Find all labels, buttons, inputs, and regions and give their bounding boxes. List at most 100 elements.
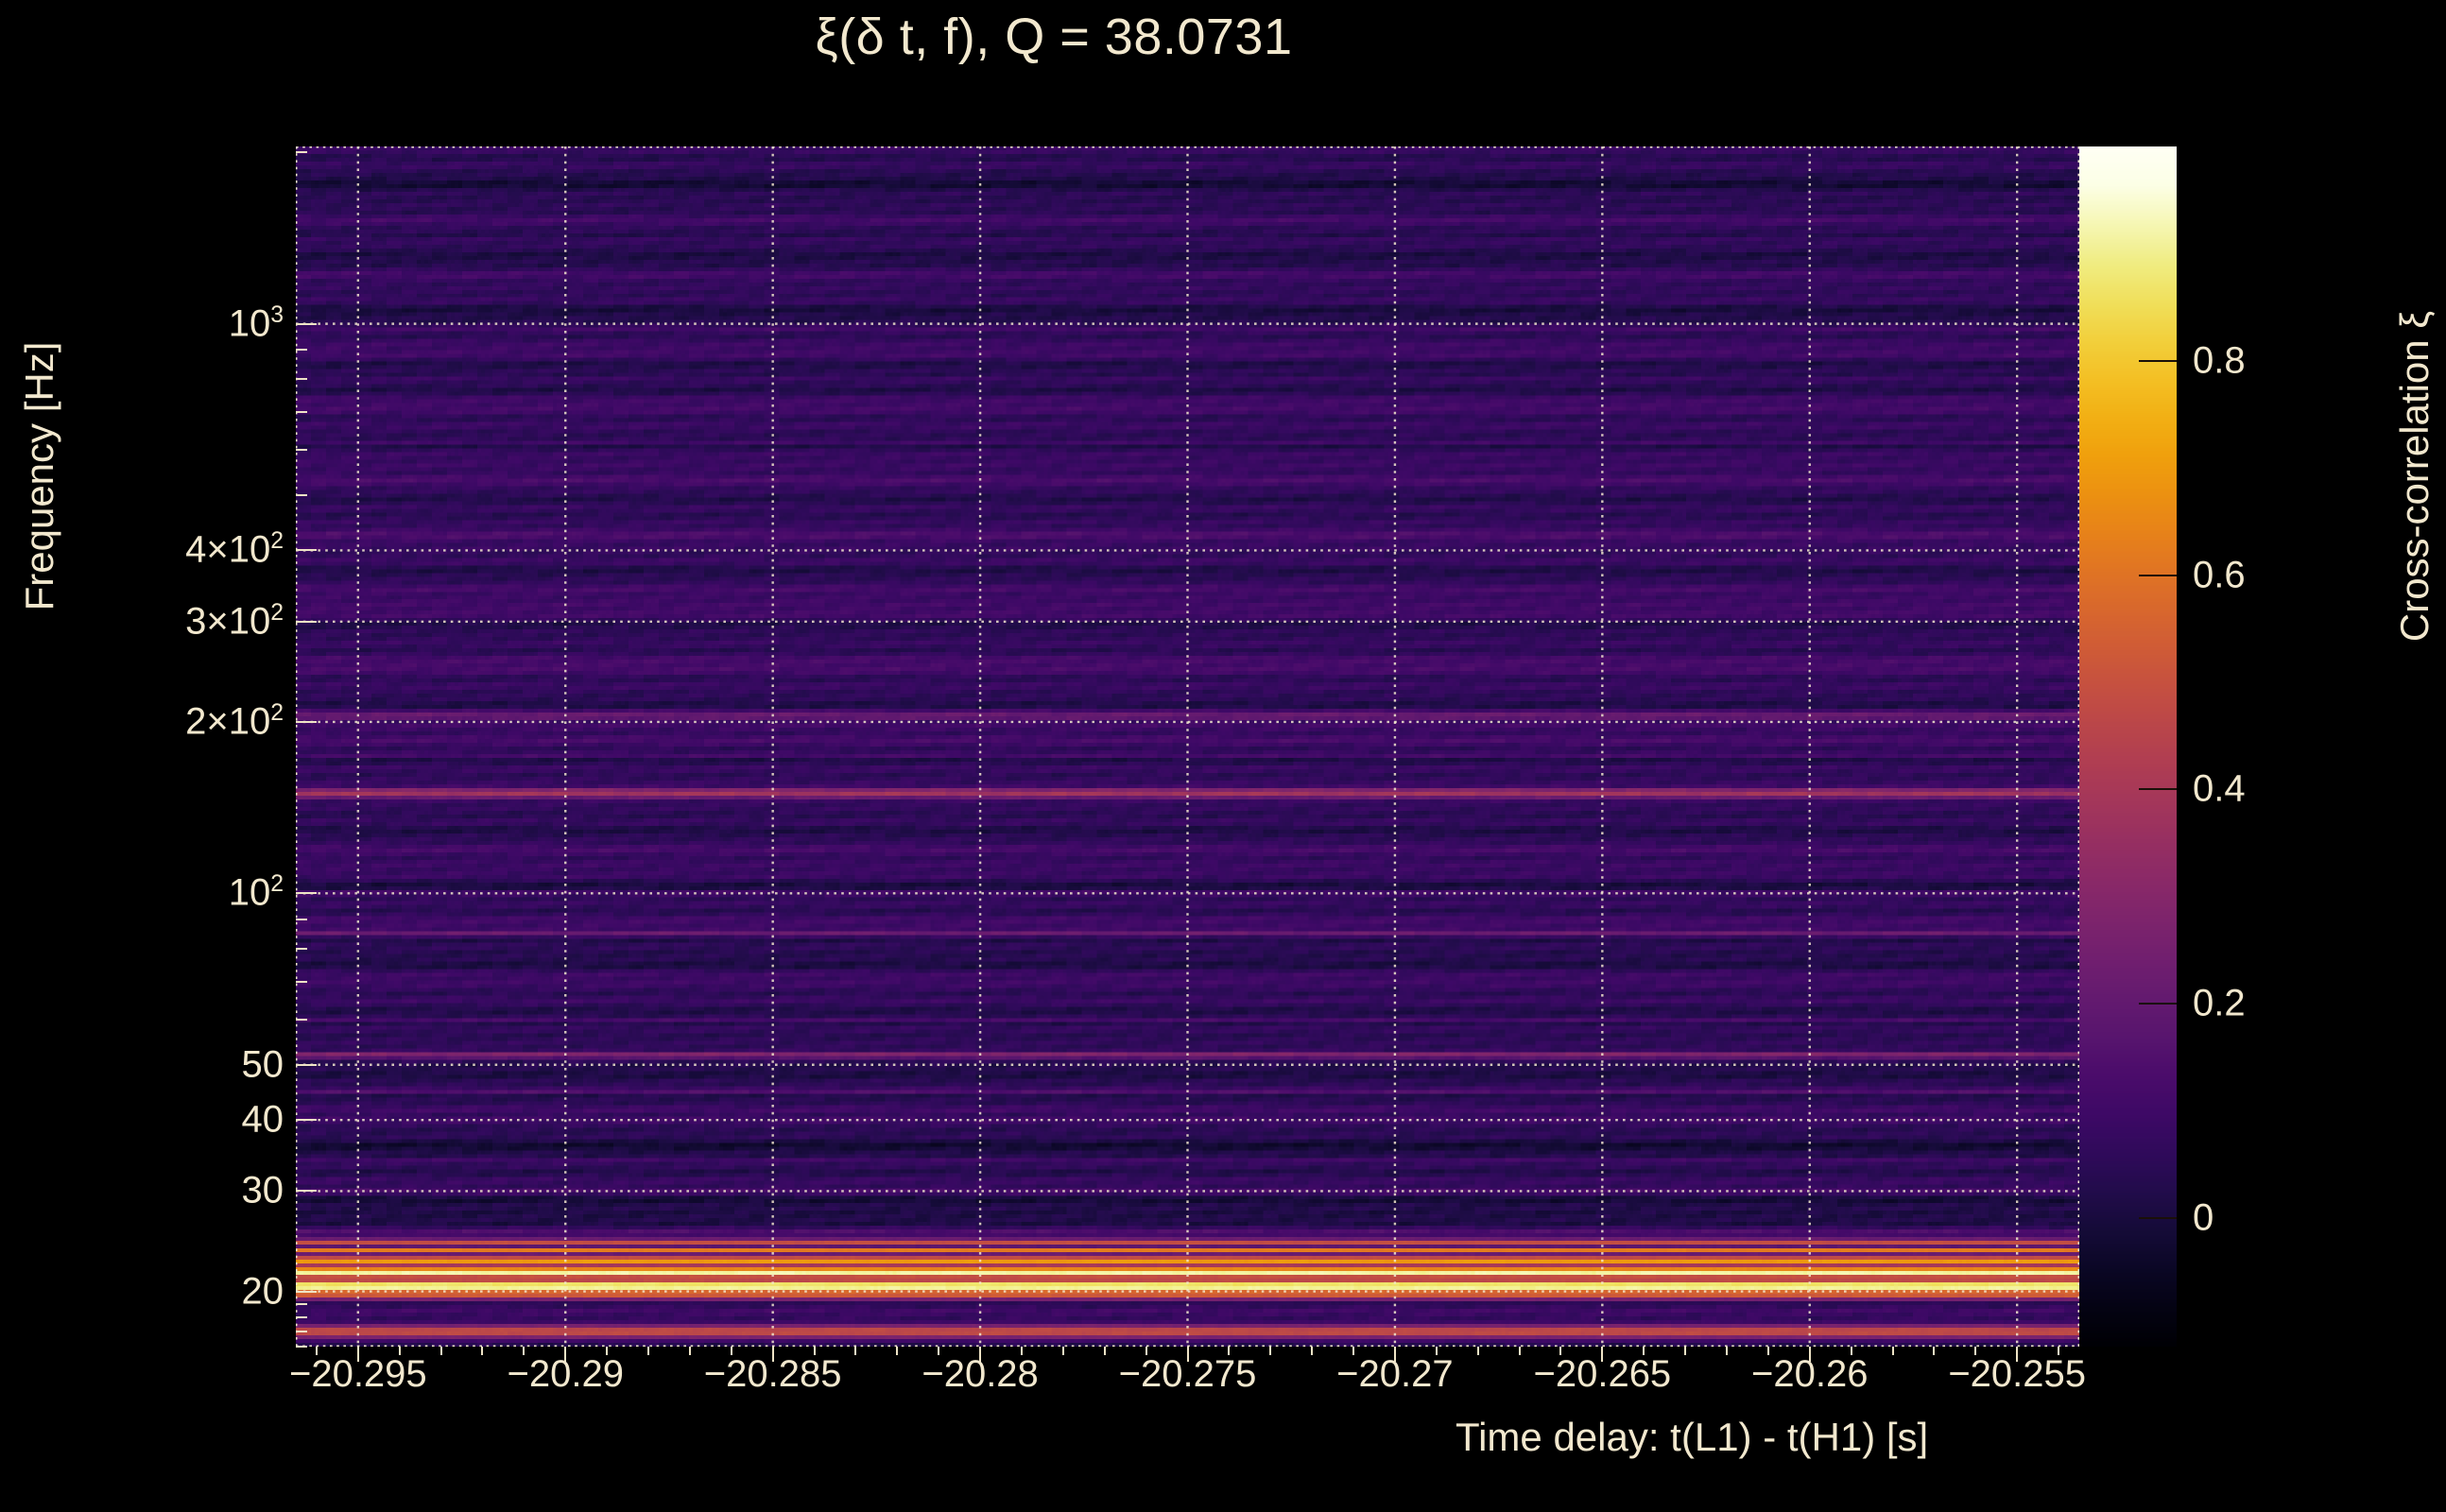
x-axis-minor-tick (771, 1347, 774, 1355)
colorbar-tick-mark (2139, 788, 2177, 791)
y-axis-minor-tick (296, 349, 307, 352)
x-axis-minor-tick (813, 1347, 816, 1355)
y-tick-mantissa: 2×10 (185, 700, 271, 743)
y-axis-minor-tick (296, 1190, 307, 1193)
colorbar-title: Cross-correlation ξ (2392, 310, 2437, 643)
x-axis-minor-tick (1269, 1347, 1272, 1355)
x-axis-tick-label: −20.265 (1533, 1353, 1672, 1395)
x-axis-minor-tick (1020, 1347, 1023, 1355)
x-axis-minor-tick (2016, 1347, 2019, 1355)
x-axis-tick-label: −20.285 (703, 1353, 842, 1395)
y-axis-minor-tick (296, 1331, 307, 1333)
y-axis-minor-tick (296, 1063, 307, 1066)
colorbar-tick-label: 0.2 (2193, 982, 2246, 1024)
x-axis-minor-tick (439, 1347, 442, 1355)
x-axis-minor-tick (1352, 1347, 1355, 1355)
chart-title: ξ(δ t, f), Q = 38.0731 (815, 9, 1293, 65)
colorbar-tick-mark (2139, 359, 2177, 362)
y-axis-minor-tick (296, 720, 307, 723)
y-axis-minor-tick (296, 1303, 307, 1306)
x-axis-minor-tick (1186, 1347, 1189, 1355)
y-axis-tick-label: 102 (229, 872, 284, 915)
x-axis-tick-label: −20.275 (1118, 1353, 1257, 1395)
x-axis-tick-marks (296, 1347, 2079, 1362)
x-axis-tick-label: −20.26 (1751, 1353, 1869, 1395)
x-axis-minor-tick (1766, 1347, 1769, 1355)
y-tick-exponent: 2 (270, 528, 284, 555)
y-axis-tick-label: 2×102 (185, 700, 284, 743)
y-axis-tick-label: 50 (241, 1043, 284, 1086)
y-tick-exponent: 2 (270, 599, 284, 626)
y-axis-minor-tick (296, 620, 307, 623)
y-axis-tick-mark (296, 322, 317, 325)
y-tick-exponent: 2 (270, 700, 284, 727)
x-axis-minor-tick (647, 1347, 649, 1355)
y-axis-tick-marks (296, 146, 317, 1348)
x-axis-minor-tick (1891, 1347, 1894, 1355)
colorbar-tick-labels: 0 0.2 0.4 0.6 0.8 (2079, 146, 2268, 1347)
colorbar-tick-label: 0.8 (2193, 339, 2246, 382)
x-axis-minor-tick (523, 1347, 525, 1355)
x-axis-minor-tick (564, 1347, 567, 1355)
y-axis-minor-tick (296, 1290, 307, 1293)
x-axis-minor-tick (315, 1347, 318, 1355)
x-axis-minor-tick (1850, 1347, 1852, 1355)
x-axis-minor-tick (1393, 1347, 1396, 1355)
y-axis-minor-tick (296, 980, 307, 983)
x-axis-minor-tick (1435, 1347, 1438, 1355)
y-axis-minor-tick (296, 947, 307, 950)
colorbar-gradient (2079, 146, 2177, 1347)
heatmap-image (296, 146, 2079, 1347)
y-axis-minor-tick (296, 1316, 307, 1319)
y-axis-tick-label: 40 (241, 1098, 284, 1141)
x-axis-minor-tick (979, 1347, 982, 1355)
y-axis-minor-tick (296, 1119, 307, 1122)
x-axis-tick-label: −20.255 (1948, 1353, 2087, 1395)
x-axis-minor-tick (1061, 1347, 1064, 1355)
y-tick-mantissa: 4×10 (185, 528, 271, 571)
x-axis-tick-labels: −20.295 −20.29 −20.285 −20.28 −20.275 −20.27 −… (289, 1353, 2086, 1410)
colorbar-tick-mark (2139, 574, 2177, 576)
colorbar-tick-mark (2139, 1003, 2177, 1005)
x-axis-minor-tick (398, 1347, 401, 1355)
x-axis-tick-label: −20.29 (507, 1353, 624, 1395)
x-axis-minor-tick (1643, 1347, 1645, 1355)
x-axis-minor-tick (1559, 1347, 1562, 1355)
y-axis-tick-label: 3×102 (185, 600, 284, 643)
x-axis-minor-tick (1684, 1347, 1687, 1355)
x-axis-minor-tick (356, 1347, 359, 1355)
y-axis-tick-labels: 103 4×102 3×102 2×102 102 50 40 30 20 (0, 146, 284, 1347)
x-axis-minor-tick (1518, 1347, 1521, 1355)
x-axis-minor-tick (1145, 1347, 1147, 1355)
y-tick-mantissa: 10 (228, 302, 271, 345)
y-tick-mantissa: 3×10 (185, 600, 271, 643)
y-axis-minor-tick (296, 1019, 307, 1022)
x-axis-minor-tick (688, 1347, 691, 1355)
x-axis-tick-label: −20.295 (288, 1353, 427, 1395)
y-axis-minor-tick (296, 1346, 307, 1348)
y-axis-minor-tick (296, 918, 307, 920)
colorbar-tick-label: 0.4 (2193, 767, 2246, 810)
x-axis-minor-tick (1476, 1347, 1479, 1355)
y-tick-exponent: 3 (270, 301, 284, 328)
x-axis-minor-tick (606, 1347, 609, 1355)
x-axis-minor-tick (896, 1347, 899, 1355)
y-tick-mantissa: 10 (228, 871, 271, 914)
colorbar-tick-mark (2139, 1216, 2177, 1219)
x-axis-minor-tick (854, 1347, 857, 1355)
y-tick-exponent: 2 (270, 871, 284, 898)
colorbar-tick-label: 0.6 (2193, 554, 2246, 596)
x-axis-minor-tick (1228, 1347, 1231, 1355)
y-axis-tick-label: 30 (241, 1169, 284, 1211)
x-axis-title: Time delay: t(L1) - t(H1) [s] (1456, 1415, 1929, 1459)
colorbar-tick-label: 0 (2193, 1196, 2214, 1239)
x-axis-minor-tick (1974, 1347, 1977, 1355)
y-axis-minor-tick (296, 494, 307, 497)
x-axis-minor-tick (1311, 1347, 1314, 1355)
x-axis-minor-tick (2058, 1347, 2060, 1355)
x-axis-minor-tick (1808, 1347, 1811, 1355)
x-axis-minor-tick (1601, 1347, 1604, 1355)
y-axis-tick-label: 4×102 (185, 529, 284, 572)
colorbar (2079, 146, 2177, 1347)
